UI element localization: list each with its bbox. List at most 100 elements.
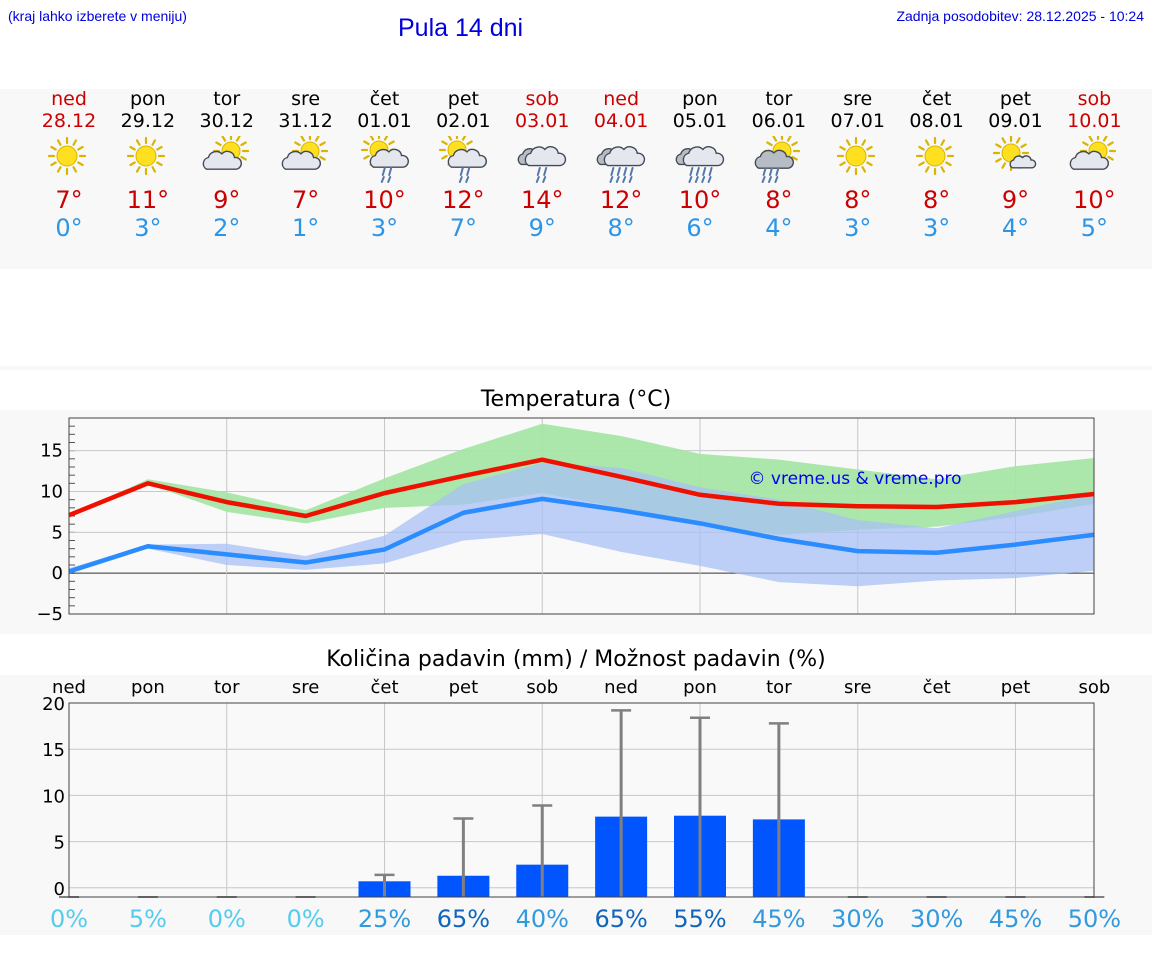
min-temp-line bbox=[68, 496, 1095, 574]
temp-min: 9° bbox=[528, 214, 556, 242]
forecast-day: pon 05.01 10° 6° bbox=[661, 88, 740, 242]
day-name: sob bbox=[1077, 88, 1112, 110]
max-temp-line bbox=[68, 457, 1095, 519]
temp-min: 7° bbox=[449, 214, 478, 242]
precip-probability: 65% bbox=[437, 905, 490, 933]
precip-probability: 40% bbox=[516, 905, 569, 933]
day-date: 02.01 bbox=[436, 110, 491, 132]
plot-area bbox=[69, 703, 1094, 897]
day-date: 09.01 bbox=[988, 110, 1043, 132]
temp-max: 14° bbox=[520, 186, 564, 214]
x-tick-label: pon bbox=[131, 677, 165, 698]
temp-min: 0° bbox=[55, 214, 83, 242]
x-tick-label: tor bbox=[766, 677, 792, 698]
sun-icon bbox=[915, 136, 954, 176]
temp-min: 3° bbox=[134, 214, 162, 242]
temp-max: 12° bbox=[599, 186, 643, 214]
precip-probability: 0% bbox=[208, 905, 246, 933]
location-hint: (kraj lahko izberete v meniju) bbox=[8, 8, 187, 24]
day-date: 03.01 bbox=[515, 110, 570, 132]
x-tick-label: čet bbox=[923, 677, 951, 698]
sun-cloud-rain-icon bbox=[360, 136, 409, 183]
day-name: sre bbox=[843, 88, 873, 110]
temp-max: 7° bbox=[291, 186, 320, 214]
temp-max: 10° bbox=[363, 186, 406, 214]
x-tick-label: tor bbox=[214, 677, 240, 698]
precip-probability: 0% bbox=[287, 905, 325, 933]
x-tick-label: pet bbox=[449, 677, 479, 698]
day-name: pet bbox=[447, 88, 479, 110]
day-name: ned bbox=[51, 88, 87, 110]
day-name: čet bbox=[369, 88, 400, 110]
forecast-day: pet 09.01 9° 4° bbox=[976, 88, 1055, 242]
x-tick-label: sob bbox=[526, 677, 558, 698]
y-tick-label: 15 bbox=[40, 441, 63, 462]
forecast-day: sob 03.01 14° 9° bbox=[503, 88, 582, 242]
day-date: 29.12 bbox=[120, 110, 176, 132]
temp-min: 5° bbox=[1080, 214, 1109, 242]
x-tick-label: sre bbox=[292, 677, 319, 698]
sun-cloud-icon bbox=[1070, 136, 1117, 170]
sun-cloud-icon bbox=[281, 136, 328, 170]
temp-max: 9° bbox=[1001, 186, 1030, 214]
day-date: 30.12 bbox=[199, 110, 254, 132]
sun-icon bbox=[836, 136, 875, 176]
forecast-day: sob 10.01 10° 5° bbox=[1055, 88, 1134, 242]
x-tick-label: ned bbox=[604, 677, 638, 698]
x-tick-label: ned bbox=[52, 677, 86, 698]
day-date: 08.01 bbox=[909, 110, 964, 132]
day-name: sre bbox=[291, 88, 321, 110]
temp-max: 11° bbox=[126, 186, 170, 214]
temp-max: 8° bbox=[765, 186, 793, 214]
precip-probability: 30% bbox=[910, 905, 963, 933]
temp-min: 6° bbox=[686, 214, 714, 242]
page-title: Pula 14 dni bbox=[398, 14, 524, 42]
day-name: pon bbox=[130, 88, 166, 110]
x-tick-label: čet bbox=[370, 677, 398, 698]
y-tick-label: 5 bbox=[54, 833, 65, 854]
watermark: © vreme.us & vreme.pro bbox=[748, 469, 961, 489]
forecast-day: tor 30.12 9° 2° bbox=[187, 88, 266, 242]
forecast-day: ned 04.01 12° 8° bbox=[582, 88, 661, 242]
x-tick-label: sre bbox=[844, 677, 871, 698]
y-tick-label: 15 bbox=[42, 740, 65, 761]
plot-frame bbox=[68, 417, 1095, 615]
day-name: čet bbox=[921, 88, 952, 110]
temp-max: 7° bbox=[55, 186, 83, 214]
sun-small-cloud-icon bbox=[992, 136, 1036, 172]
forecast-day: pon 29.12 11° 3° bbox=[108, 88, 187, 242]
temp-min: 4° bbox=[765, 214, 793, 242]
y-tick-label: 5 bbox=[52, 522, 63, 543]
temp-max: 12° bbox=[442, 186, 485, 214]
forecast-day: čet 08.01 8° 3° bbox=[897, 88, 976, 242]
cloud-heavy-rain-icon bbox=[675, 146, 725, 183]
day-name: tor bbox=[765, 88, 793, 110]
temp-max: 10° bbox=[678, 186, 722, 214]
day-date: 31.12 bbox=[278, 110, 333, 132]
day-date: 07.01 bbox=[830, 110, 885, 132]
temp-min: 1° bbox=[291, 214, 320, 242]
day-name: ned bbox=[603, 88, 640, 110]
temp-min: 8° bbox=[607, 214, 635, 242]
x-tick-label: sob bbox=[1078, 677, 1110, 698]
day-name: pet bbox=[999, 88, 1032, 110]
forecast-panel bbox=[0, 89, 1152, 269]
x-tick-label: pet bbox=[1001, 677, 1031, 698]
precip-probability: 0% bbox=[50, 905, 88, 933]
y-tick-label: 0 bbox=[52, 563, 63, 584]
temp-min: 3° bbox=[844, 214, 872, 242]
day-date: 06.01 bbox=[751, 110, 807, 132]
temp-max: 9° bbox=[213, 186, 241, 214]
temp-chart-title: Temperatura (°C) bbox=[480, 387, 672, 412]
precip-probability: 55% bbox=[673, 905, 726, 933]
temp-max: 8° bbox=[844, 186, 872, 214]
forecast-day: sre 31.12 7° 1° bbox=[266, 88, 345, 242]
min-range-band bbox=[69, 462, 1095, 587]
day-date: 05.01 bbox=[672, 110, 728, 132]
plot-frame bbox=[68, 702, 1095, 898]
precip-probability: 50% bbox=[1068, 905, 1121, 933]
forecast-day: ned 28.12 7° 0° bbox=[30, 88, 109, 242]
temp-min: 3° bbox=[370, 214, 399, 242]
cloud-heavy-rain-icon bbox=[596, 146, 646, 183]
